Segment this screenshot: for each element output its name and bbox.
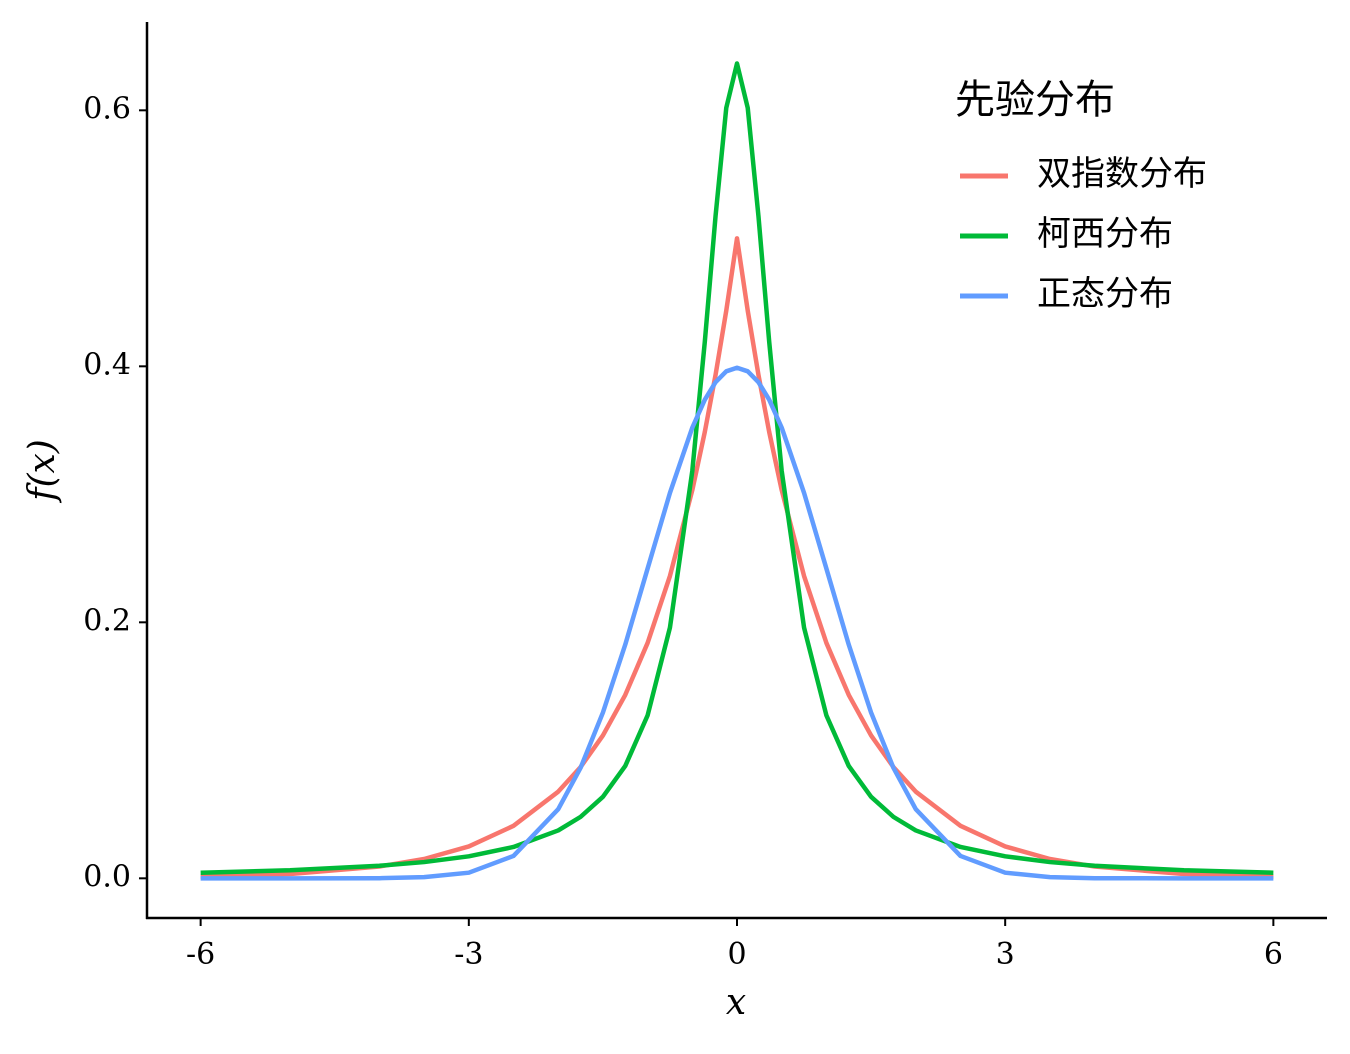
- x-tick-label: 3: [996, 937, 1015, 972]
- legend-label: 柯西分布: [1037, 214, 1173, 254]
- y-tick-label: 0.2: [83, 603, 131, 638]
- line-series: [200, 365, 1274, 881]
- x-tick-label: 6: [1264, 937, 1283, 972]
- x-axis-label: x: [726, 982, 746, 1023]
- legend-title: 先验分布: [955, 77, 1115, 123]
- y-tick-label: 0.0: [83, 859, 131, 894]
- legend-label: 正态分布: [1037, 274, 1173, 314]
- y-tick-label: 0.6: [83, 91, 131, 126]
- x-tick-label: -3: [454, 937, 483, 972]
- y-tick-label: 0.4: [83, 347, 131, 382]
- line-series: [200, 236, 1274, 880]
- x-tick-label: -6: [186, 937, 215, 972]
- legend-label: 双指数分布: [1037, 154, 1207, 194]
- x-tick-label: 0: [727, 937, 746, 972]
- y-axis-label: f(x): [22, 439, 63, 504]
